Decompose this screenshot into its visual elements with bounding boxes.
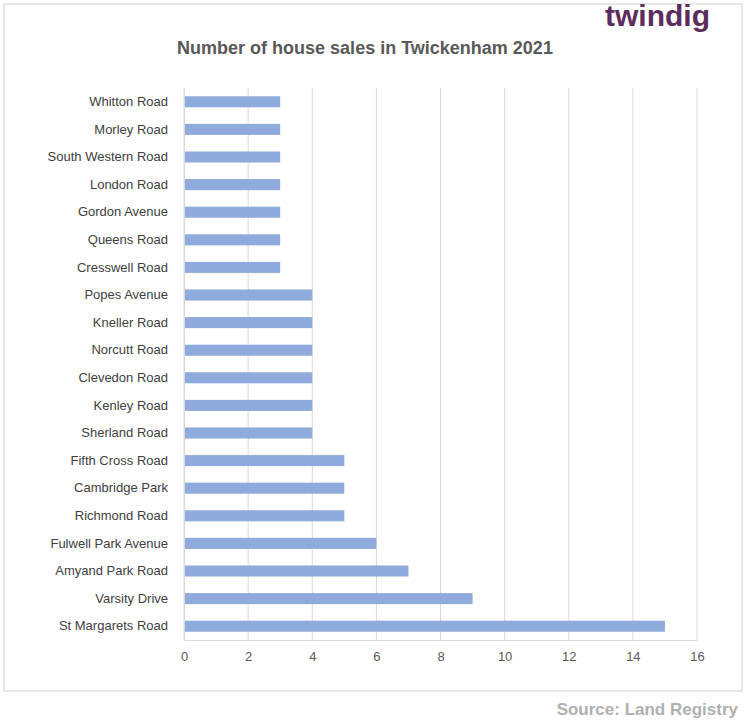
bar: [184, 207, 280, 218]
y-tick-label: London Road: [90, 177, 168, 192]
bar: [184, 317, 312, 328]
x-tick-label: 10: [498, 649, 512, 664]
x-tick-label: 6: [373, 649, 380, 664]
x-axis: 0 2 4 6 8 10 12 14 16: [181, 640, 705, 664]
y-tick: London Road: [90, 177, 184, 192]
bar: [184, 234, 280, 245]
bar: [184, 151, 280, 162]
grid-line: [632, 88, 633, 640]
grid-line: [184, 88, 185, 640]
y-tick-label: Norcutt Road: [91, 342, 168, 357]
y-tick: Fulwell Park Avenue: [50, 536, 184, 551]
y-tick-label: Fifth Cross Road: [70, 453, 168, 468]
grid-line: [248, 88, 249, 640]
grid-line: [697, 88, 698, 640]
y-tick: Kenley Road: [94, 398, 184, 413]
bar: [184, 179, 280, 190]
bar: [184, 483, 344, 494]
y-tick-label: Gordon Avenue: [78, 204, 168, 219]
x-tick: 4: [309, 640, 316, 664]
y-tick: Cresswell Road: [77, 260, 184, 275]
x-axis-line: [185, 640, 698, 641]
x-tick: 8: [437, 640, 444, 664]
grid-line: [376, 88, 377, 640]
x-tick: 0: [181, 640, 188, 664]
bar: [184, 124, 280, 135]
x-tick: 12: [562, 640, 576, 664]
plot-area: 0 2 4 6 8 10 12 14 16 Whitton Road Morley Road Sout…: [48, 88, 705, 664]
chart-frame: [4, 4, 742, 691]
x-tick-label: 8: [437, 649, 444, 664]
y-tick-label: Amyand Park Road: [55, 563, 168, 578]
y-tick-label: Whitton Road: [89, 94, 168, 109]
y-tick-label: St Margarets Road: [59, 618, 168, 633]
x-tick-label: 16: [690, 649, 704, 664]
grid-line: [568, 88, 569, 640]
bar: [184, 289, 312, 300]
grid: [184, 88, 697, 640]
bar: [184, 621, 665, 632]
x-tick: 14: [626, 640, 640, 664]
x-tick-label: 14: [626, 649, 640, 664]
y-axis: Whitton Road Morley Road South Western Roa…: [48, 89, 185, 641]
y-tick: St Margarets Road: [59, 618, 184, 633]
bar: [184, 593, 473, 604]
x-tick: 10: [498, 640, 512, 664]
bar: [184, 345, 312, 356]
bar: [184, 510, 344, 521]
bars: [184, 96, 665, 631]
x-tick-label: 2: [245, 649, 252, 664]
grid-line: [312, 88, 313, 640]
y-tick: Morley Road: [94, 122, 184, 137]
x-tick: 2: [245, 640, 252, 664]
bar: [184, 455, 344, 466]
y-tick: Fifth Cross Road: [70, 453, 184, 468]
y-tick-label: Kneller Road: [93, 315, 168, 330]
y-tick: Varsity Drive: [95, 591, 184, 606]
y-tick: Popes Avenue: [84, 287, 184, 302]
y-tick-label: Queens Road: [88, 232, 168, 247]
grid-line: [440, 88, 441, 640]
y-tick-label: Popes Avenue: [84, 287, 168, 302]
grid-line: [504, 88, 505, 640]
x-tick-label: 4: [309, 649, 316, 664]
y-tick-label: Morley Road: [94, 122, 168, 137]
chart-root: Number of house sales in Twickenham 2021…: [0, 0, 750, 727]
bar: [184, 427, 312, 438]
x-tick: 6: [373, 640, 380, 664]
x-tick-label: 12: [562, 649, 576, 664]
bar: [184, 538, 376, 549]
y-tick-label: Clevedon Road: [78, 370, 168, 385]
bar: [184, 400, 312, 411]
y-tick-label: Fulwell Park Avenue: [50, 536, 168, 551]
bar: [184, 565, 408, 576]
y-tick: South Western Road: [48, 149, 184, 164]
y-axis-line: [184, 89, 185, 641]
bar: [184, 96, 280, 107]
y-tick: Richmond Road: [75, 508, 184, 523]
y-tick-label: South Western Road: [48, 149, 168, 164]
source-note: Source: Land Registry: [557, 700, 739, 719]
y-tick: Clevedon Road: [78, 370, 184, 385]
x-tick-label: 0: [181, 649, 188, 664]
y-tick-label: Richmond Road: [75, 508, 168, 523]
y-tick: Queens Road: [88, 232, 184, 247]
chart-title: Number of house sales in Twickenham 2021: [177, 38, 553, 58]
y-tick: Norcutt Road: [91, 342, 184, 357]
y-tick-label: Cambridge Park: [74, 480, 168, 495]
y-tick: Amyand Park Road: [55, 563, 184, 578]
y-tick: Kneller Road: [93, 315, 184, 330]
y-tick-label: Kenley Road: [94, 398, 168, 413]
logo-text: twindig: [605, 0, 710, 32]
y-tick: Cambridge Park: [74, 480, 184, 495]
bar: [184, 262, 280, 273]
x-tick: 16: [690, 640, 704, 664]
y-tick: Whitton Road: [89, 94, 184, 109]
y-tick-label: Cresswell Road: [77, 260, 168, 275]
bar: [184, 372, 312, 383]
y-tick-label: Sherland Road: [81, 425, 168, 440]
y-tick: Sherland Road: [81, 425, 184, 440]
y-tick-label: Varsity Drive: [95, 591, 168, 606]
y-tick: Gordon Avenue: [78, 204, 184, 219]
